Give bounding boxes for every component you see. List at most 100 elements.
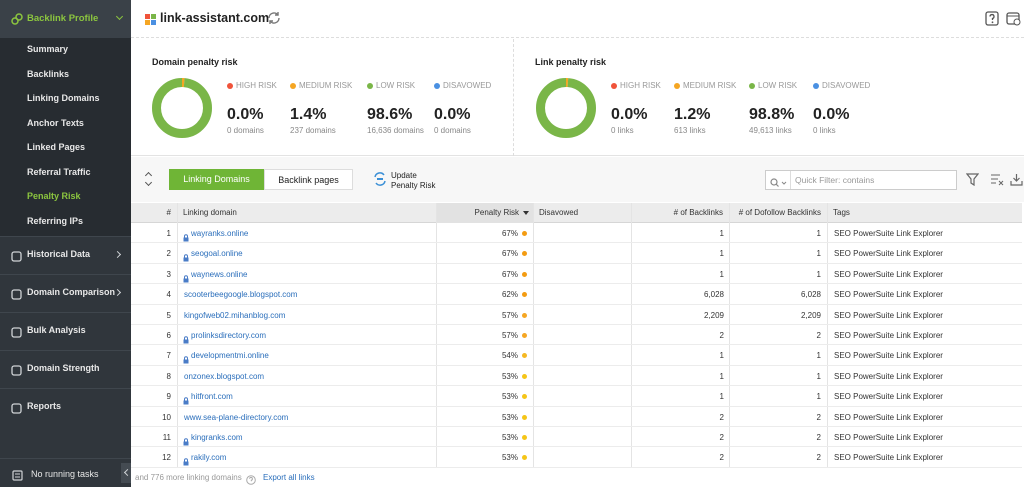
domain-link[interactable]: onzonex.blogspot.com <box>184 371 265 381</box>
tags: SEO PowerSuite Link Explorer <box>834 371 943 381</box>
table-row[interactable] <box>131 243 1022 264</box>
domain-link[interactable]: developmentmi.online <box>191 351 269 361</box>
table-row[interactable] <box>131 345 1022 366</box>
domain-link[interactable]: kingranks.com <box>191 433 243 442</box>
lock-icon-part <box>184 438 188 442</box>
submenu-item[interactable]: Linked Pages <box>27 142 86 152</box>
domain-link[interactable]: waynews.online <box>191 269 248 279</box>
lock-icon-part <box>183 275 189 283</box>
help-small-icon[interactable] <box>246 472 256 485</box>
table-row[interactable] <box>131 366 1022 387</box>
column-header[interactable]: # of Backlinks <box>673 208 723 217</box>
row-number: 1 <box>166 229 171 238</box>
submenu-item[interactable]: Summary <box>27 44 69 54</box>
lock-icon-part <box>184 458 188 462</box>
update-label[interactable]: Penalty Risk <box>391 181 436 190</box>
submenu-item[interactable]: Anchor Texts <box>27 117 84 128</box>
site-logo-part <box>145 14 150 19</box>
backlinks: 2 <box>719 412 724 422</box>
tab[interactable]: Linking Domains <box>169 169 264 190</box>
export-icon[interactable] <box>1010 173 1023 186</box>
domain-link[interactable]: hitfront.com <box>191 392 233 402</box>
refresh-icon-part <box>269 12 279 24</box>
domain-link[interactable]: wayranks.online <box>191 229 249 238</box>
site-logo <box>145 12 156 25</box>
risk-dot <box>522 435 527 440</box>
domain-link[interactable]: scooterbeegoogle.blogspot.com <box>184 290 298 300</box>
section-item[interactable]: Domain Comparison <box>27 287 116 297</box>
penalty-risk: 57% <box>501 331 518 340</box>
clear-filter-icon[interactable] <box>990 173 1004 186</box>
lock-icon <box>183 249 189 262</box>
section-item[interactable]: Bulk Analysis <box>27 325 86 335</box>
table-row[interactable] <box>131 386 1022 407</box>
backlinks: 1 <box>719 371 724 381</box>
lock-icon-part <box>184 356 188 360</box>
submenu-item[interactable]: Linking Domains <box>27 93 100 103</box>
lock-icon <box>183 392 189 405</box>
domain-link[interactable]: prolinksdirectory.com <box>191 331 266 340</box>
search-icon-part <box>775 183 779 187</box>
update-icon[interactable] <box>373 171 387 187</box>
domain-link[interactable]: seogoal.online <box>191 249 243 259</box>
section-item[interactable]: Historical Data <box>27 249 91 259</box>
submenu-item[interactable]: Backlinks <box>27 68 70 79</box>
domain-link[interactable]: rakily.com <box>191 453 227 463</box>
penalty-risk: 54% <box>501 351 518 361</box>
table-row[interactable] <box>131 325 1022 346</box>
export-link[interactable]: Export all links <box>263 473 315 482</box>
refresh-icon[interactable] <box>267 11 281 25</box>
stat-count: 0 links <box>611 126 634 135</box>
table-row[interactable] <box>131 427 1022 448</box>
table-row[interactable] <box>131 305 1022 325</box>
backlinks: 1 <box>719 229 724 238</box>
tasks-icon <box>12 468 23 481</box>
column-header[interactable]: # <box>166 208 171 217</box>
risk-dot <box>522 373 527 379</box>
column-header[interactable]: Disavowed <box>539 208 579 217</box>
table-row[interactable] <box>131 284 1022 305</box>
domain-link[interactable]: kingofweb02.mihanblog.com <box>184 310 286 320</box>
stat-name: HIGH RISK <box>236 81 277 90</box>
lock-icon-part <box>183 234 189 242</box>
lock-icon-part <box>183 339 189 344</box>
penalty-risk: 67% <box>501 249 518 259</box>
section-item[interactable]: Domain Strength <box>27 363 100 373</box>
search-box[interactable] <box>765 170 957 190</box>
panels <box>131 39 1024 156</box>
export-icon-part <box>1013 174 1020 182</box>
table-row[interactable] <box>131 447 1022 468</box>
submenu-item[interactable]: Referral Traffic <box>27 166 91 177</box>
search-placeholder: Quick Filter: contains <box>795 175 875 185</box>
collapse-handle[interactable] <box>121 463 131 483</box>
dofollow-backlinks: 1 <box>816 392 821 402</box>
help-icon[interactable] <box>985 11 999 26</box>
tab[interactable]: Backlink pages <box>264 169 353 190</box>
section-icon-part <box>11 17 19 25</box>
lock-icon-part <box>184 336 188 340</box>
column-header[interactable]: Linking domain <box>183 208 237 217</box>
section-icon-part <box>11 403 22 414</box>
dofollow-backlinks: 2,209 <box>800 310 821 320</box>
submenu-item[interactable]: Referring IPs <box>27 215 84 226</box>
update-label[interactable]: Update <box>391 171 417 180</box>
submenu-item[interactable]: Penalty Risk <box>27 191 81 201</box>
column-header[interactable]: Penalty Risk <box>474 208 519 217</box>
domain-link[interactable]: www.sea-plane-directory.com <box>184 412 289 422</box>
lock-icon-part <box>183 458 189 466</box>
calendar-icon[interactable] <box>1006 11 1021 26</box>
help-icon-part <box>985 11 999 26</box>
column-header[interactable]: Tags <box>833 208 850 217</box>
section-icon-part <box>11 365 22 376</box>
column-header[interactable]: # of Dofollow Backlinks <box>738 208 821 217</box>
section-item[interactable]: Reports <box>27 401 62 411</box>
backlinks: 1 <box>719 392 724 402</box>
stat-value: 0.0% <box>611 106 648 123</box>
filter-icon[interactable] <box>965 173 980 187</box>
separator <box>0 274 131 275</box>
table-row[interactable] <box>131 407 1022 427</box>
update-icon-part <box>374 172 386 186</box>
table-row[interactable] <box>131 223 1022 244</box>
table-row[interactable] <box>131 264 1022 285</box>
stat-name: MEDIUM RISK <box>683 81 737 90</box>
